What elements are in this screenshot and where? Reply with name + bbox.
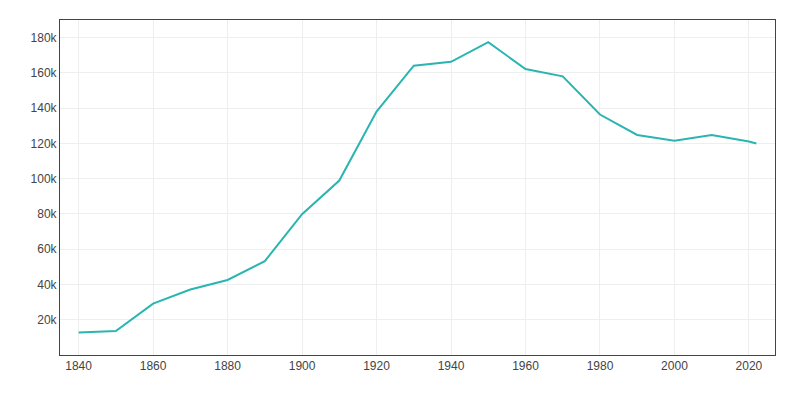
svg-text:1840: 1840 — [65, 359, 92, 373]
svg-text:1940: 1940 — [438, 359, 465, 373]
svg-text:1960: 1960 — [512, 359, 539, 373]
svg-text:20k: 20k — [37, 313, 57, 327]
svg-text:1900: 1900 — [289, 359, 316, 373]
svg-text:1860: 1860 — [140, 359, 167, 373]
svg-text:120k: 120k — [31, 137, 58, 151]
svg-text:40k: 40k — [37, 278, 57, 292]
svg-text:140k: 140k — [31, 101, 58, 115]
svg-text:1880: 1880 — [214, 359, 241, 373]
svg-text:1980: 1980 — [587, 359, 614, 373]
svg-text:2020: 2020 — [736, 359, 763, 373]
svg-text:1920: 1920 — [363, 359, 390, 373]
svg-text:2000: 2000 — [661, 359, 688, 373]
svg-text:60k: 60k — [37, 242, 57, 256]
svg-text:160k: 160k — [31, 66, 58, 80]
svg-text:80k: 80k — [37, 207, 57, 221]
svg-text:180k: 180k — [31, 31, 58, 45]
svg-text:100k: 100k — [31, 172, 58, 186]
